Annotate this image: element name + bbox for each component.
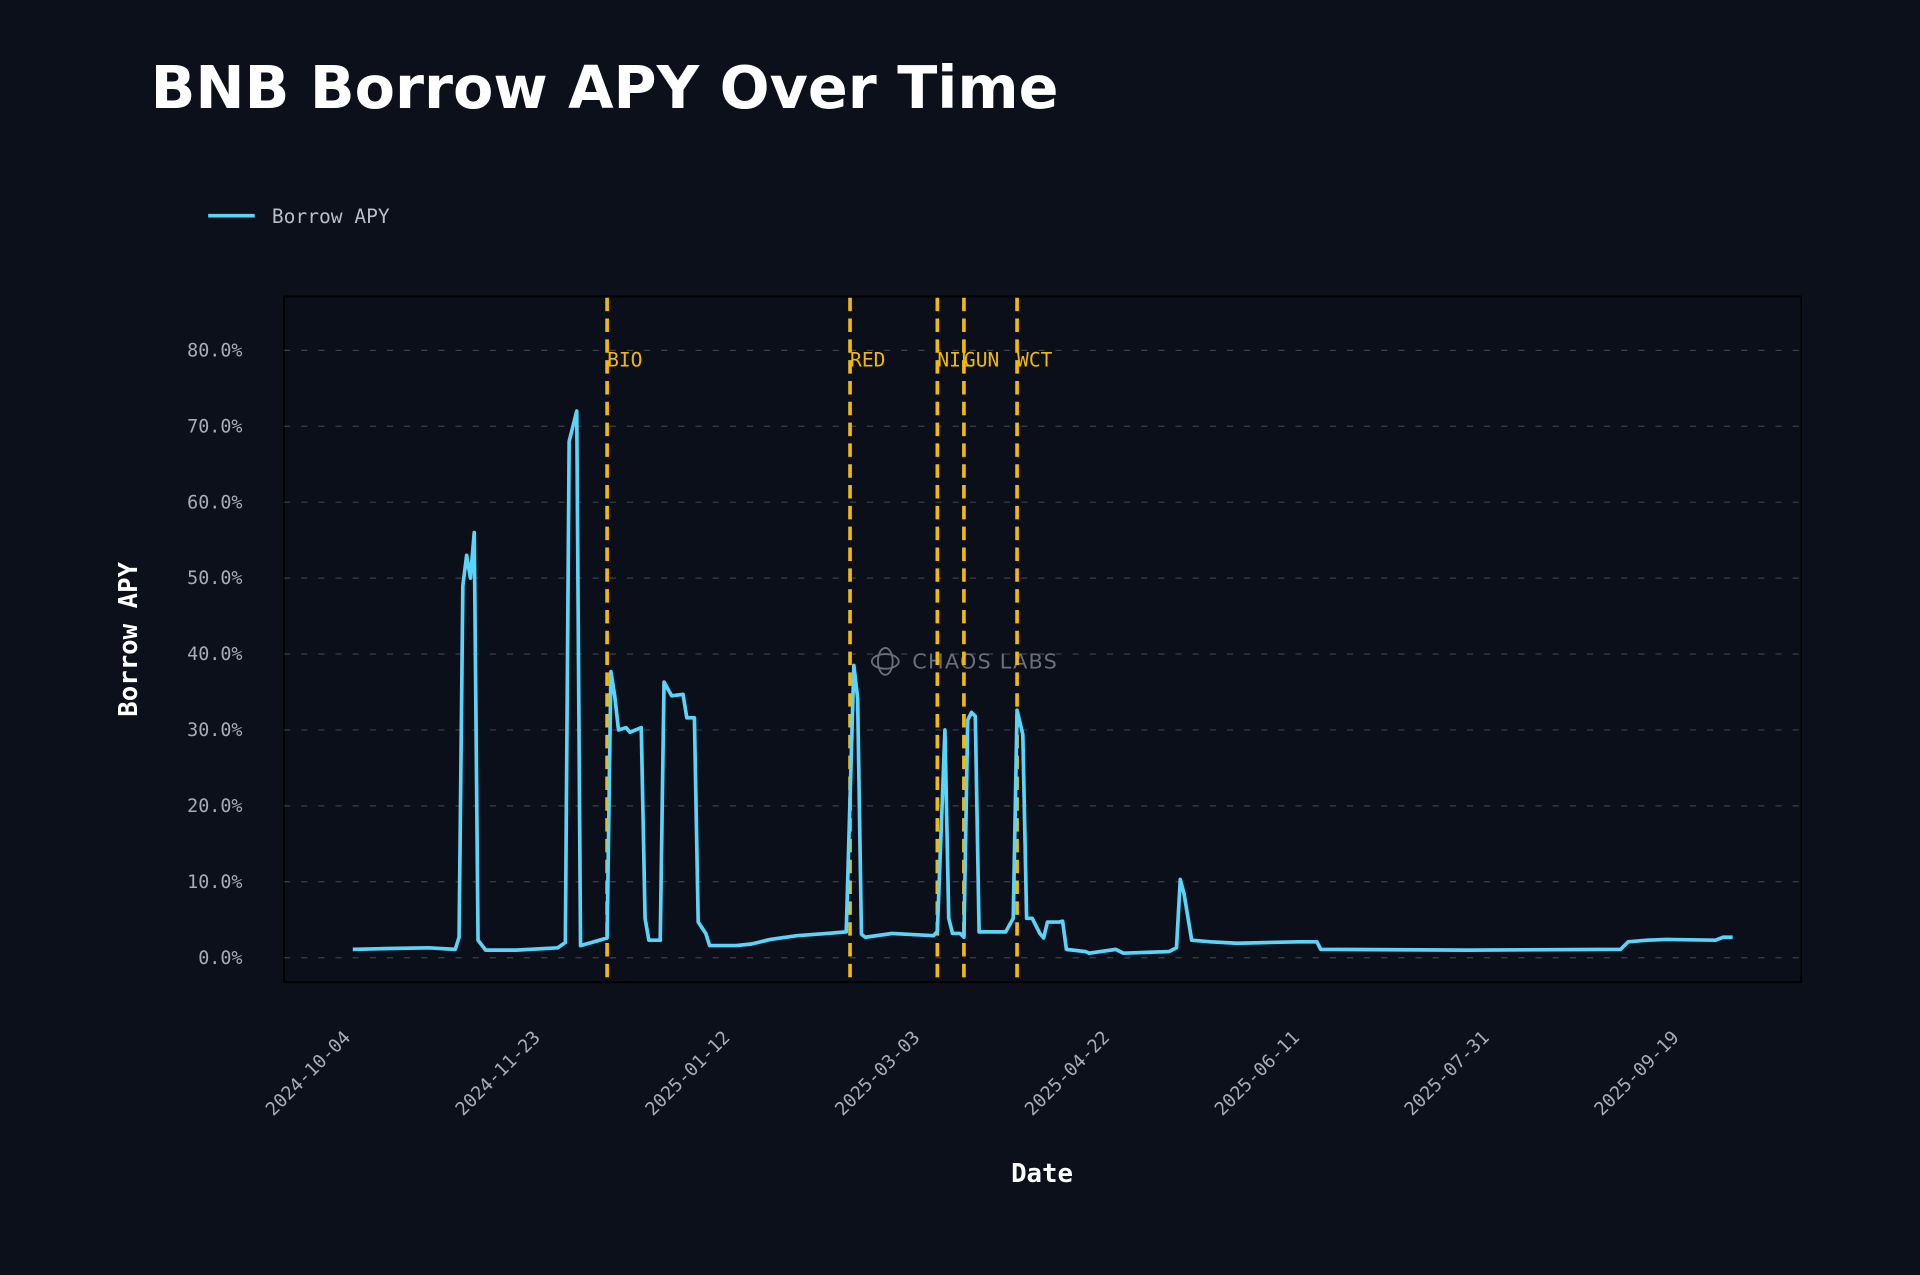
y-tick-label: 50.0%: [187, 568, 242, 589]
y-axis-label: Borrow APY: [114, 561, 144, 716]
y-tick-label: 30.0%: [187, 720, 242, 741]
y-tick-labels: 0.0% 10.0% 20.0% 30.0% 40.0% 50.0% 60.0% 70.0% 8…: [187, 340, 242, 968]
chart-title: BNB Borrow APY Over Time: [151, 53, 1059, 122]
y-tick-label: 80.0%: [187, 340, 242, 361]
y-tick-label: 60.0%: [187, 492, 242, 513]
event-label-nil: NIL: [937, 348, 972, 371]
plot-area: [283, 295, 1803, 984]
y-tick-label: 40.0%: [187, 644, 242, 665]
event-label-gun: GUN: [964, 348, 999, 371]
y-tick-label: 70.0%: [187, 416, 242, 437]
event-label-bio: BIO: [607, 348, 642, 371]
event-label-wct: WCT: [1017, 348, 1053, 371]
legend-label: Borrow APY: [272, 205, 390, 228]
y-tick-label: 0.0%: [198, 948, 242, 969]
legend: Borrow APY: [208, 205, 390, 228]
event-label-red: RED: [850, 348, 885, 371]
borrow-apy-line: [352, 409, 1733, 956]
chaos-labs-logo-icon: [870, 646, 900, 676]
y-tick-label: 20.0%: [187, 796, 242, 817]
x-axis-label: Date: [1011, 1159, 1073, 1189]
watermark-text: CHAOS LABS: [912, 650, 1058, 674]
y-tick-label: 10.0%: [187, 872, 242, 893]
gridlines: [284, 349, 1802, 959]
